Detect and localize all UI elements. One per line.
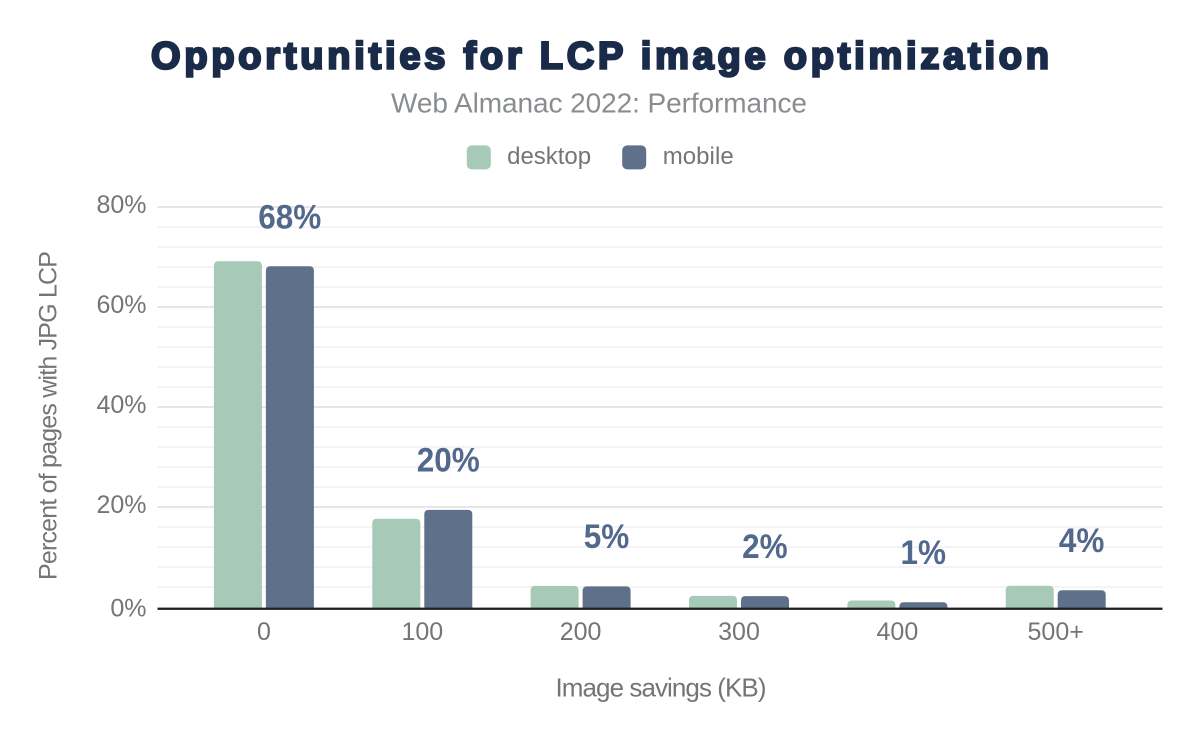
svg-text:40%: 40% — [96, 391, 146, 419]
svg-text:68%: 68% — [258, 199, 321, 237]
svg-text:Opportunities for LCP image op: Opportunities for LCP image optimization — [151, 36, 1049, 78]
svg-text:20%: 20% — [417, 442, 480, 480]
svg-text:1%: 1% — [901, 534, 947, 572]
svg-text:400: 400 — [877, 618, 919, 646]
svg-text:300: 300 — [718, 618, 760, 646]
svg-text:80%: 80% — [96, 191, 146, 219]
svg-text:0: 0 — [257, 618, 271, 646]
svg-text:0%: 0% — [110, 595, 146, 623]
svg-text:200: 200 — [560, 618, 602, 646]
svg-text:100: 100 — [401, 618, 443, 646]
svg-text:desktop: desktop — [507, 143, 591, 170]
svg-text:20%: 20% — [96, 491, 146, 519]
svg-text:500+: 500+ — [1028, 618, 1084, 646]
svg-text:Web Almanac 2022: Performance: Web Almanac 2022: Performance — [391, 88, 807, 119]
svg-text:60%: 60% — [96, 291, 146, 319]
svg-text:4%: 4% — [1059, 522, 1105, 560]
svg-text:2%: 2% — [742, 528, 788, 566]
svg-text:mobile: mobile — [663, 143, 734, 170]
svg-text:Image savings (KB): Image savings (KB) — [556, 673, 767, 703]
svg-text:5%: 5% — [584, 518, 630, 556]
svg-text:Percent of pages with JPG LCP: Percent of pages with JPG LCP — [35, 251, 63, 580]
